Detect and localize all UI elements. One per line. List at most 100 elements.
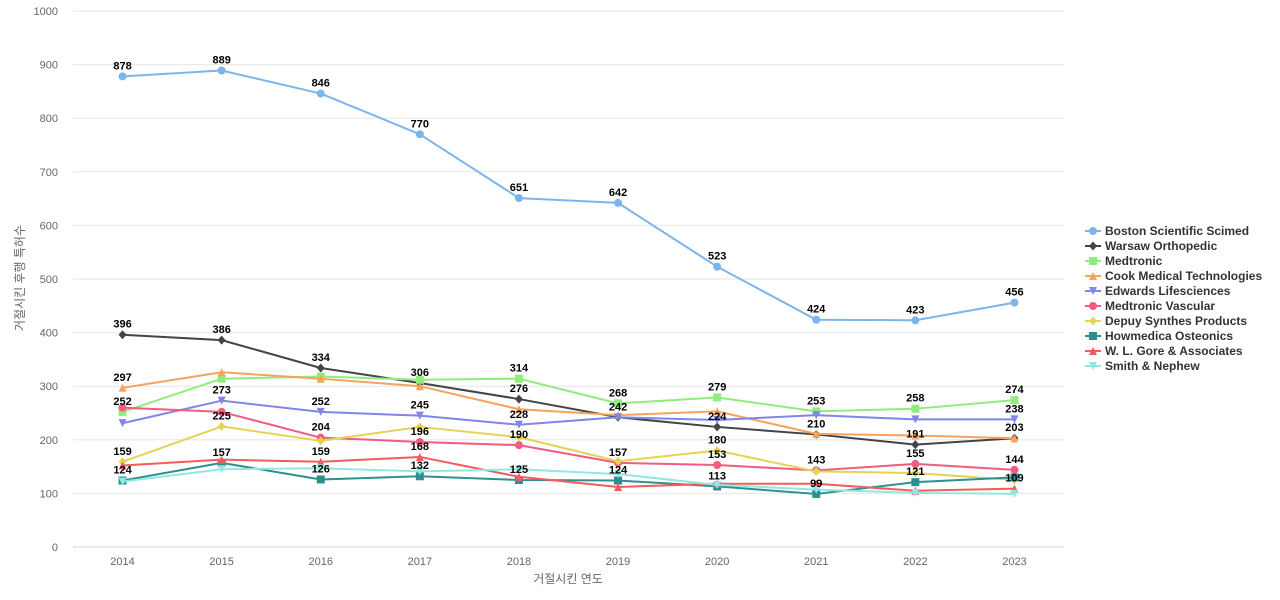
data-point[interactable] — [812, 315, 821, 324]
data-point[interactable] — [316, 363, 325, 373]
data-point[interactable] — [316, 436, 325, 446]
data-point[interactable] — [1010, 465, 1019, 474]
data-point[interactable] — [614, 413, 623, 422]
series-line[interactable] — [122, 467, 1015, 495]
data-point[interactable] — [514, 432, 523, 442]
data-point[interactable] — [713, 422, 722, 432]
data-point[interactable] — [415, 467, 424, 476]
data-point[interactable] — [316, 374, 325, 383]
data-point[interactable] — [1010, 434, 1019, 443]
data-point[interactable] — [911, 415, 920, 424]
data-point[interactable] — [1010, 298, 1019, 307]
data-point[interactable] — [514, 472, 523, 481]
data-point[interactable] — [118, 330, 127, 340]
data-point[interactable] — [217, 396, 226, 405]
data-point[interactable] — [415, 437, 424, 446]
legend-item[interactable]: Warsaw Orthopedic — [1085, 239, 1218, 253]
data-point[interactable] — [514, 374, 523, 383]
data-point[interactable] — [812, 429, 821, 438]
data-point[interactable] — [614, 470, 623, 479]
data-point[interactable] — [911, 478, 920, 487]
data-point[interactable] — [713, 262, 722, 271]
data-point[interactable] — [812, 411, 821, 420]
series-line[interactable] — [122, 371, 1015, 440]
data-point[interactable] — [911, 316, 920, 325]
data-point[interactable] — [1010, 489, 1019, 498]
data-point[interactable] — [614, 482, 623, 491]
series-line[interactable] — [122, 333, 1015, 446]
data-point[interactable] — [911, 459, 920, 468]
data-point[interactable] — [911, 404, 920, 413]
data-point[interactable] — [911, 431, 920, 440]
data-point[interactable] — [217, 465, 226, 474]
data-point[interactable] — [415, 411, 424, 420]
data-point[interactable] — [911, 468, 920, 478]
data-point[interactable] — [713, 460, 722, 469]
legend-marker[interactable] — [1089, 241, 1097, 251]
series-line[interactable] — [122, 375, 1015, 413]
data-point[interactable] — [217, 368, 226, 377]
data-point[interactable] — [514, 405, 523, 414]
series-line[interactable] — [122, 69, 1015, 322]
data-point[interactable] — [514, 194, 523, 203]
data-point[interactable] — [713, 446, 722, 456]
data-point[interactable] — [713, 480, 722, 489]
data-point[interactable] — [316, 475, 325, 484]
series-line[interactable] — [122, 455, 1015, 492]
data-point[interactable] — [614, 399, 623, 408]
data-point[interactable] — [713, 415, 722, 424]
data-point[interactable] — [118, 407, 127, 416]
series-line[interactable] — [122, 425, 1015, 481]
data-point[interactable] — [415, 472, 424, 481]
legend-item[interactable]: W. L. Gore & Associates — [1085, 344, 1243, 358]
legend-marker[interactable] — [1089, 227, 1097, 235]
legend-item[interactable]: Boston Scientific Scimed — [1085, 224, 1249, 238]
legend-marker[interactable] — [1089, 272, 1097, 280]
data-point[interactable] — [514, 465, 523, 474]
data-point[interactable] — [911, 440, 920, 450]
data-point[interactable] — [415, 382, 424, 391]
data-point[interactable] — [217, 335, 226, 345]
data-point[interactable] — [316, 464, 325, 473]
data-point[interactable] — [415, 452, 424, 461]
data-point[interactable] — [614, 198, 623, 207]
legend-marker[interactable] — [1089, 362, 1097, 370]
data-point[interactable] — [217, 455, 226, 464]
data-point[interactable] — [118, 403, 127, 412]
data-point[interactable] — [713, 393, 722, 402]
data-point[interactable] — [1010, 396, 1019, 405]
data-point[interactable] — [415, 422, 424, 432]
data-point[interactable] — [911, 488, 920, 497]
legend-item[interactable]: Howmedica Osteonics — [1085, 329, 1233, 343]
legend-item[interactable]: Smith & Nephew — [1085, 359, 1200, 373]
data-point[interactable] — [217, 407, 226, 416]
data-point[interactable] — [118, 419, 127, 428]
data-point[interactable] — [614, 456, 623, 466]
series-line[interactable] — [122, 406, 1015, 472]
data-point[interactable] — [118, 383, 127, 392]
legend-item[interactable]: Depuy Synthes Products — [1085, 314, 1247, 328]
legend-marker[interactable] — [1089, 302, 1097, 310]
data-point[interactable] — [812, 485, 821, 494]
data-point[interactable] — [713, 407, 722, 416]
legend-item[interactable]: Cook Medical Technologies — [1085, 269, 1262, 283]
data-point[interactable] — [316, 457, 325, 466]
legend-marker[interactable] — [1089, 257, 1097, 265]
legend-marker[interactable] — [1089, 347, 1097, 355]
data-point[interactable] — [118, 477, 127, 486]
data-point[interactable] — [514, 394, 523, 404]
legend-item[interactable]: Medtronic Vascular — [1085, 299, 1215, 313]
data-point[interactable] — [415, 375, 424, 384]
data-point[interactable] — [217, 66, 226, 75]
data-point[interactable] — [316, 89, 325, 98]
legend-marker[interactable] — [1089, 287, 1097, 295]
data-point[interactable] — [614, 476, 623, 485]
legend-item[interactable]: Medtronic — [1085, 254, 1163, 268]
legend-marker[interactable] — [1089, 316, 1097, 326]
legend-item[interactable]: Edwards Lifesciences — [1085, 284, 1231, 298]
data-point[interactable] — [812, 489, 821, 498]
data-point[interactable] — [1010, 473, 1019, 482]
data-point[interactable] — [118, 72, 127, 81]
data-point[interactable] — [514, 441, 523, 450]
